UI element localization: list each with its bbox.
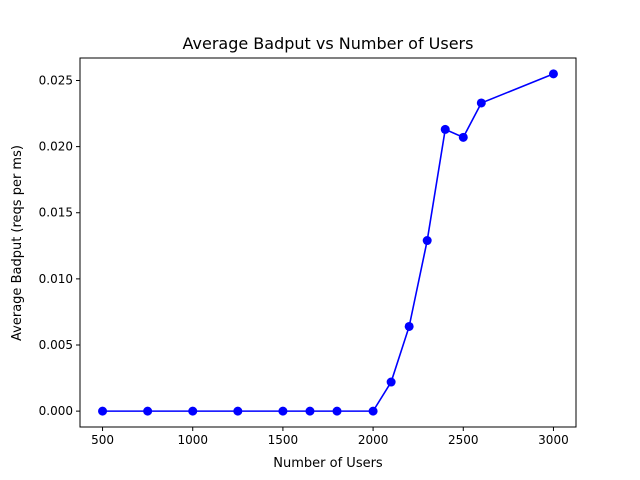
data-point [404,321,414,331]
data-point [188,406,198,416]
data-point [332,406,342,416]
x-tick-label: 1000 [177,433,208,447]
x-tick-label: 2500 [448,433,479,447]
data-point [278,406,288,416]
axes-frame [79,57,577,428]
data-point [458,132,468,142]
series-layer [98,69,558,416]
data-point [305,406,315,416]
data-point [98,406,108,416]
x-tick-label: 500 [91,433,114,447]
y-tick-label: 0.005 [39,338,73,352]
y-tick-label: 0.020 [39,140,73,154]
data-point [476,98,486,108]
chart-title: Average Badput vs Number of Users [183,34,474,53]
y-tick-label: 0.025 [39,73,73,87]
x-axis-ticks: 500 1000 1500 2000 2500 3000 [91,427,569,447]
data-point [422,236,432,246]
x-tick-label: 2000 [358,433,389,447]
plot-area: 500 1000 1500 2000 2500 3000 0.0000.0050.0100… [39,57,577,447]
data-point [440,124,450,134]
x-axis-label: Number of Users [273,456,383,471]
x-tick-label: 3000 [538,433,569,447]
data-point [548,69,558,79]
y-tick-label: 0.000 [39,404,73,418]
data-point [386,377,396,387]
y-tick-label: 0.015 [39,206,73,220]
y-axis-label: Average Badput (reqs per ms) [10,145,25,341]
y-axis-ticks: 0.000 0.005 0.010 0.015 0.020 0.025 [39,73,80,418]
data-point [233,406,243,416]
data-point [368,406,378,416]
data-point [143,406,153,416]
y-tick-label: 0.010 [39,272,73,286]
x-tick-label: 1500 [268,433,299,447]
